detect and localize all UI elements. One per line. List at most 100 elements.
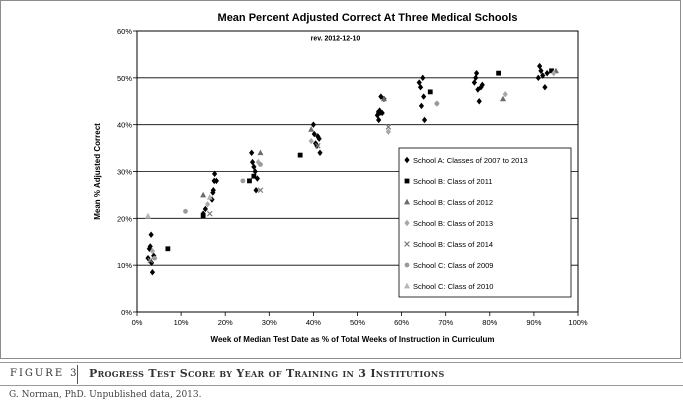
data-point-s1 xyxy=(200,213,206,219)
data-point-s0 xyxy=(479,81,485,89)
data-point-s2 xyxy=(500,95,507,102)
data-point-s2 xyxy=(380,95,387,102)
y-tick-label: 40% xyxy=(117,121,132,130)
x-tick-label: 70% xyxy=(438,318,453,327)
y-tick-label: 50% xyxy=(117,74,132,83)
legend-marker xyxy=(404,219,410,227)
figure-caption-bar: FIGURE 3 Progress Test Score by Year of T… xyxy=(0,362,683,386)
data-point-s1 xyxy=(251,173,257,179)
data-point-s0 xyxy=(212,170,218,178)
data-point-s3 xyxy=(385,128,391,135)
data-point-s0 xyxy=(316,135,322,142)
legend-label: School C: Class of 2010 xyxy=(413,282,493,291)
data-point-s4 xyxy=(257,187,264,194)
figure-title: Progress Test Score by Year of Training … xyxy=(89,367,445,380)
data-point-s6 xyxy=(145,212,152,219)
data-point-s0 xyxy=(314,142,320,149)
legend-label: School B: Class of 2014 xyxy=(413,240,493,249)
data-point-s0 xyxy=(148,231,154,238)
legend-marker xyxy=(404,178,410,184)
data-point-s2 xyxy=(308,126,315,132)
x-tick-label: 60% xyxy=(394,318,409,327)
data-point-s0 xyxy=(249,149,255,156)
x-tick-label: 50% xyxy=(350,318,365,327)
legend-label: School B: Class of 2012 xyxy=(413,198,493,207)
x-tick-label: 90% xyxy=(526,318,541,327)
x-tick-label: 100% xyxy=(568,318,588,327)
data-point-s4 xyxy=(147,257,154,264)
data-point-s3 xyxy=(255,158,261,166)
x-tick-label: 0% xyxy=(132,318,143,327)
data-point-s4 xyxy=(314,142,321,149)
data-point-s1 xyxy=(165,246,171,252)
data-point-s1 xyxy=(376,110,382,116)
x-tick-label: 20% xyxy=(218,318,233,327)
data-point-s0 xyxy=(311,130,317,138)
data-point-s1 xyxy=(297,152,303,158)
y-axis-label: Mean % Adjusted Correct xyxy=(93,123,102,220)
data-point-s3 xyxy=(149,247,156,255)
legend-label: School B: Class of 2013 xyxy=(413,219,493,228)
data-point-s0 xyxy=(420,74,426,82)
x-tick-label: 80% xyxy=(482,318,497,327)
data-point-s0 xyxy=(417,84,424,91)
data-point-s0 xyxy=(540,72,546,79)
data-point-s2 xyxy=(257,149,264,156)
source-note: G. Norman, PhD. Unpublished data, 2013. xyxy=(9,390,202,400)
data-point-s0 xyxy=(542,84,548,91)
legend-marker xyxy=(404,156,410,164)
data-point-s3 xyxy=(502,91,508,98)
data-point-s0 xyxy=(421,116,428,124)
data-point-s0 xyxy=(310,121,316,128)
data-point-s1 xyxy=(549,68,554,74)
data-point-s0 xyxy=(253,187,259,194)
data-point-s3 xyxy=(204,201,211,208)
chart-frame: Mean Percent Adjusted Correct At Three M… xyxy=(0,0,681,359)
legend-label: School B: Class of 2011 xyxy=(413,177,493,186)
data-point-s0 xyxy=(147,243,153,250)
data-point-s0 xyxy=(378,93,384,100)
x-tick-label: 40% xyxy=(306,318,321,327)
data-point-s4 xyxy=(385,124,392,130)
data-point-s1 xyxy=(427,89,433,95)
y-tick-label: 0% xyxy=(121,308,132,317)
data-point-s5 xyxy=(258,162,263,167)
y-tick-label: 30% xyxy=(117,168,132,177)
data-point-s0 xyxy=(535,74,541,82)
data-point-s0 xyxy=(476,98,482,105)
data-point-s3 xyxy=(551,69,557,77)
legend-label: School A: Classes of 2007 to 2013 xyxy=(413,156,528,165)
y-tick-label: 20% xyxy=(117,214,132,223)
data-point-s5 xyxy=(152,255,158,261)
y-tick-label: 60% xyxy=(117,27,132,36)
data-point-s2 xyxy=(200,191,207,198)
figure-label: FIGURE 3 xyxy=(10,368,79,379)
data-point-s0 xyxy=(317,149,323,156)
chart-annotation: rev. 2012-12-10 xyxy=(311,35,361,42)
legend-marker xyxy=(404,262,410,268)
x-tick-label: 30% xyxy=(262,318,277,327)
legend-marker xyxy=(404,282,410,289)
figure-divider xyxy=(77,365,78,384)
data-point-s1 xyxy=(496,70,502,76)
data-point-s0 xyxy=(416,79,422,86)
data-point-s0 xyxy=(202,205,208,213)
data-point-s0 xyxy=(376,116,382,124)
data-point-s0 xyxy=(473,69,480,77)
legend-box xyxy=(398,147,572,298)
data-point-s5 xyxy=(434,101,440,106)
y-tick-label: 10% xyxy=(117,261,132,270)
data-point-s3 xyxy=(308,137,314,145)
data-point-s1 xyxy=(247,178,252,184)
data-point-s5 xyxy=(183,208,188,214)
data-point-s0 xyxy=(471,79,477,86)
data-point-s0 xyxy=(379,109,385,117)
data-point-s0 xyxy=(210,187,216,194)
x-tick-label: 10% xyxy=(174,318,189,327)
data-point-s6 xyxy=(206,194,213,200)
legend-marker xyxy=(404,241,410,247)
data-point-s0 xyxy=(544,69,550,77)
figure-label-text: FIGURE xyxy=(10,368,65,379)
legend-label: School C: Class of 2009 xyxy=(413,261,493,270)
data-point-s4 xyxy=(206,210,213,217)
